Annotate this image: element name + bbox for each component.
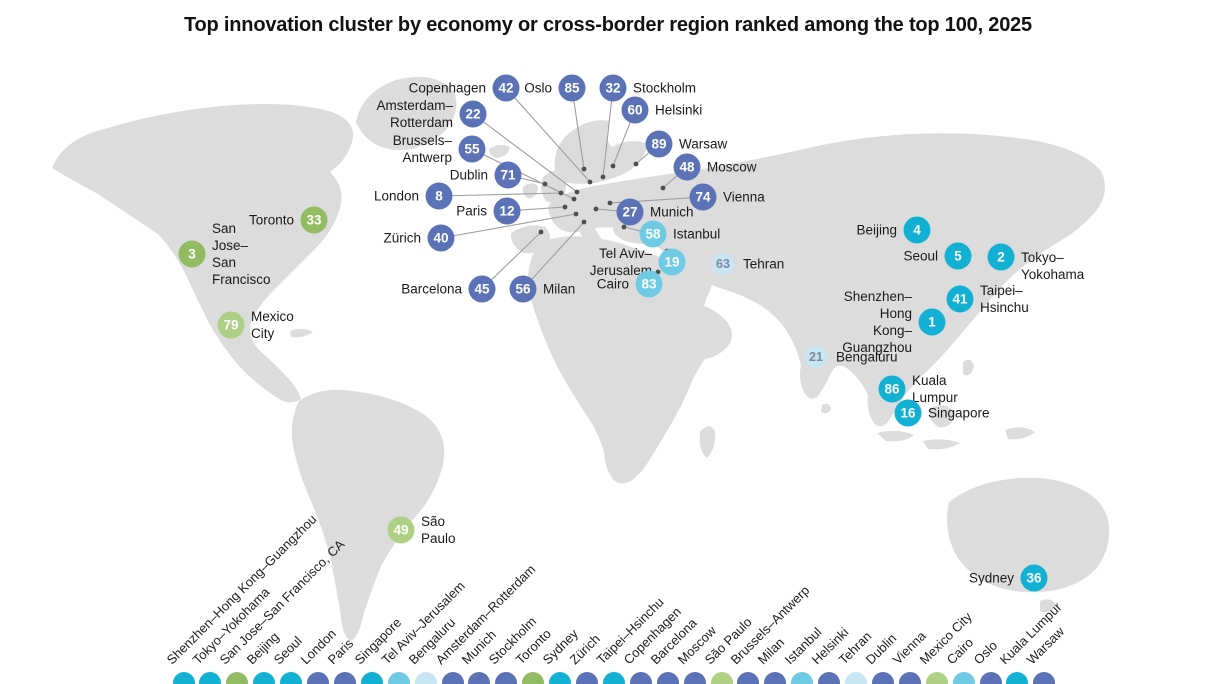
landmass-north-america [52,104,354,403]
city-location-dot [587,179,593,185]
city-location-dot [581,219,587,225]
leader-line [505,87,591,183]
page-title: Top innovation cluster by economy or cro… [184,14,1032,36]
leader-line [471,148,575,200]
city-location-dot [633,161,639,167]
landmass-africa [528,236,732,484]
city-location-dot [610,163,616,169]
city-location-dot [573,211,579,217]
leader-line [602,87,614,178]
landmass-south-america [291,389,445,641]
landmass-scandinavia [554,120,648,184]
leader-line [507,174,546,185]
landmass-eurasia [548,133,1105,427]
city-location-dot [600,174,606,180]
landmass-greenland [356,76,457,151]
city-location-dot [593,206,599,212]
landmass-borneo [928,405,955,428]
leader-line [438,192,562,197]
city-location-dot [538,229,544,235]
landmass-new-guinea [1005,427,1035,440]
landmass-caribbean [290,328,313,338]
landmass-sri-lanka [821,403,831,414]
city-location-dot [660,185,666,191]
city-location-dot [655,269,661,275]
landmass-tasmania [1040,599,1056,613]
city-location-dot [581,166,587,172]
city-location-dot [562,204,568,210]
landmass-ireland [522,183,538,199]
city-location-dot [542,181,548,187]
city-location-dot [558,190,564,196]
city-location-dot [621,224,627,230]
city-location-dot [574,189,580,195]
city-location-dot [571,196,577,202]
leader-line [571,87,585,170]
landmass-madagascar [699,426,716,458]
landmass-java [923,439,960,450]
landmass-iceland [488,144,510,158]
landmass-australia [947,477,1110,593]
landmass-sumatra [877,430,914,442]
leader-line [440,213,577,239]
city-location-dot [607,200,613,206]
continents [52,76,1110,641]
leader-line [472,113,578,193]
city-location-dot [664,248,670,254]
landmass-philippines [963,359,974,376]
